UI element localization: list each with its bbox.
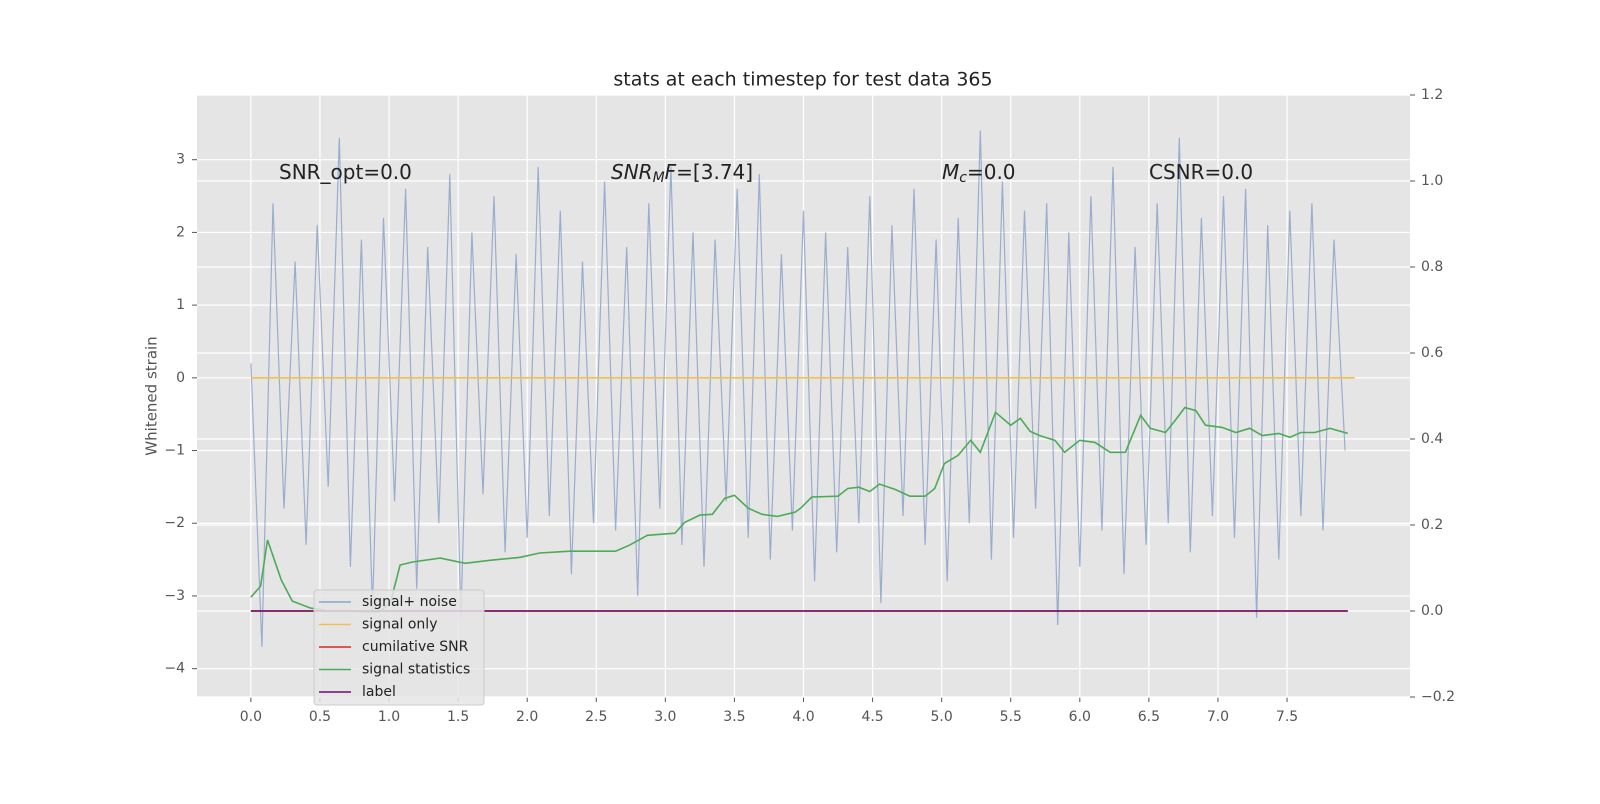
y2-tick-label: 0.2 — [1421, 517, 1443, 533]
legend-label: signal only — [362, 617, 437, 633]
x-tick-label: 0.0 — [240, 709, 262, 725]
annotation-part: =[3.74] — [676, 160, 753, 184]
y-tick-label: 3 — [176, 152, 185, 168]
annotation: CSNR=0.0 — [1149, 160, 1253, 184]
legend-label: signal statistics — [362, 662, 470, 678]
legend: signal+ noise signal only cumilative SNR si… — [313, 589, 485, 706]
y-tick-label: 1 — [176, 297, 185, 313]
x-tick-label: 2.5 — [585, 709, 607, 725]
x-tick-label: 5.5 — [1000, 709, 1022, 725]
y2-tick-label: 1.2 — [1421, 87, 1443, 103]
annotation-part: c — [959, 170, 967, 186]
x-tick-label: 0.5 — [309, 709, 331, 725]
annotation-part: M — [942, 160, 959, 184]
y-tick-label: −2 — [164, 515, 185, 531]
x-tick-label: 6.0 — [1069, 709, 1091, 725]
x-tick-label: 3.0 — [654, 709, 676, 725]
y-tick-label: 0 — [176, 370, 185, 386]
annotation-part: =0.0 — [967, 160, 1016, 184]
x-tick-label: 1.5 — [447, 709, 469, 725]
x-tick-label: 7.0 — [1207, 709, 1229, 725]
series-line — [250, 130, 1346, 647]
y2-tick-label: 0.4 — [1421, 431, 1443, 447]
annotation-part: SNR_opt=0.0 — [279, 160, 412, 184]
annotation-part: M — [653, 170, 665, 186]
y-tick-label: −3 — [164, 588, 185, 604]
legend-label: cumilative SNR — [362, 639, 469, 655]
annotation-part: CSNR=0.0 — [1149, 160, 1253, 184]
x-tick-label: 7.5 — [1276, 709, 1298, 725]
x-tick-label: 4.0 — [792, 709, 814, 725]
y-tick-label: −4 — [164, 661, 185, 677]
y2-tick-label: 1.0 — [1421, 173, 1443, 189]
annotation: SNR_opt=0.0 — [279, 160, 412, 184]
annotation-part: F — [665, 160, 677, 184]
x-tick-label: 4.5 — [861, 709, 883, 725]
x-tick-label: 2.0 — [516, 709, 538, 725]
annotation: Mc=0.0 — [942, 160, 1016, 187]
annotation: SNRMF=[3.74] — [611, 160, 753, 187]
x-tick-label: 6.5 — [1138, 709, 1160, 725]
series-line — [250, 406, 1349, 613]
y2-tick-label: −0.2 — [1421, 689, 1455, 705]
chart-title: stats at each timestep for test data 365 — [613, 69, 992, 91]
legend-label: signal+ noise — [362, 594, 457, 610]
annotation-part: SNR — [611, 160, 653, 184]
y2-tick-label: 0.8 — [1421, 259, 1443, 275]
legend-label: label — [362, 684, 396, 700]
x-tick-label: 5.0 — [931, 709, 953, 725]
y-tick-label: 2 — [176, 224, 185, 240]
x-tick-label: 1.0 — [378, 709, 400, 725]
x-tick-label: 3.5 — [723, 709, 745, 725]
y-axis-label: Whitened strain — [143, 336, 161, 455]
legend-box — [313, 589, 485, 706]
y-tick-label: −1 — [164, 443, 185, 459]
y2-tick-label: 0.6 — [1421, 345, 1443, 361]
y2-tick-label: 0.0 — [1421, 603, 1443, 619]
